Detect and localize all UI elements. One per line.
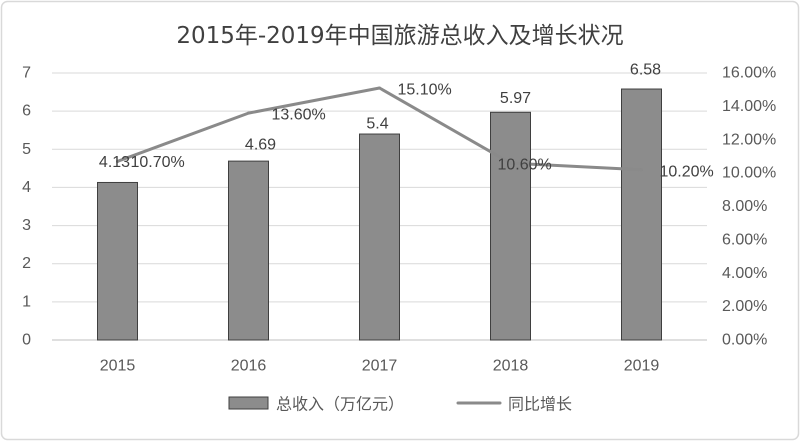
left-axis-tick-label: 1 — [22, 293, 31, 310]
growth-point-2017 — [378, 86, 381, 90]
left-axis-tick-label: 2 — [22, 255, 31, 272]
x-axis: 2015 2016 2017 2018 2019 — [100, 358, 660, 375]
left-axis-tick-label: 0 — [22, 332, 31, 349]
right-axis-tick-label: 0.00% — [722, 332, 767, 349]
growth-point-2016 — [247, 111, 250, 115]
left-axis-tick-label: 7 — [22, 65, 31, 82]
legend-item-revenue: 总收入（万亿元） — [228, 395, 404, 414]
growth-point-2018 — [509, 161, 512, 165]
revenue-bars — [97, 88, 662, 341]
bar-value-label-2018: 5.97 — [500, 90, 531, 107]
bar-2015 — [97, 181, 138, 341]
legend-item-growth: 同比增长 — [456, 395, 572, 414]
x-axis-tick-label: 2018 — [493, 358, 529, 375]
bar-value-label-2017: 5.4 — [366, 116, 388, 133]
data-labels: 4.13 4.69 5.4 5.97 6.58 10.70% 13.60% 15.10% 10.… — [99, 62, 714, 181]
growth-value-label-2018: 10.60% — [498, 157, 552, 174]
growth-point-2019 — [640, 168, 643, 172]
right-axis-tick-label: 12.00% — [722, 131, 776, 148]
left-axis-tick-label: 5 — [22, 141, 31, 158]
bar-2017 — [359, 133, 400, 341]
right-axis-tick-label: 2.00% — [722, 298, 767, 315]
x-axis-tick-label: 2019 — [624, 358, 660, 375]
chart-title: 2015年-2019年中国旅游总收入及增长状况 — [176, 23, 623, 49]
left-axis-tick-label: 3 — [22, 217, 31, 234]
right-axis-tick-label: 8.00% — [722, 198, 767, 215]
growth-value-label-2017: 15.10% — [398, 82, 452, 99]
bar-2019 — [621, 88, 662, 341]
right-axis-tick-label: 16.00% — [722, 65, 776, 82]
growth-value-label-2015: 10.70% — [131, 154, 185, 171]
x-axis-tick-label: 2015 — [100, 358, 136, 375]
bar-2016 — [228, 160, 269, 341]
legend-label-revenue: 总收入（万亿元） — [276, 395, 404, 414]
growth-value-label-2016: 13.60% — [272, 107, 326, 124]
bar-2018 — [490, 111, 531, 341]
bar-value-label-2016: 4.69 — [245, 137, 276, 154]
bar-value-label-2019: 6.58 — [630, 62, 661, 79]
x-axis-tick-label: 2017 — [362, 358, 398, 375]
growth-point-2015 — [116, 159, 119, 163]
left-axis-tick-label: 6 — [22, 103, 31, 120]
right-axis-tick-label: 4.00% — [722, 265, 767, 282]
legend-label-growth: 同比增长 — [508, 395, 572, 414]
x-axis-tick-label: 2016 — [231, 358, 267, 375]
left-axis-tick-label: 4 — [22, 179, 31, 196]
growth-line-series — [116, 86, 643, 172]
legend-bar-swatch — [228, 396, 269, 410]
right-y-axis: 0.00% 2.00% 4.00% 6.00% 8.00% 10.00% 12.00% 14.… — [722, 65, 776, 349]
left-y-axis: 0 1 2 3 4 5 6 7 — [22, 65, 31, 349]
right-axis-tick-label: 6.00% — [722, 231, 767, 248]
right-axis-tick-label: 10.00% — [722, 165, 776, 182]
growth-value-label-2019: 10.20% — [660, 163, 714, 180]
bar-value-label-2015: 4.13 — [99, 154, 130, 171]
legend: 总收入（万亿元） 同比增长 — [228, 395, 572, 414]
right-axis-tick-label: 14.00% — [722, 98, 776, 115]
